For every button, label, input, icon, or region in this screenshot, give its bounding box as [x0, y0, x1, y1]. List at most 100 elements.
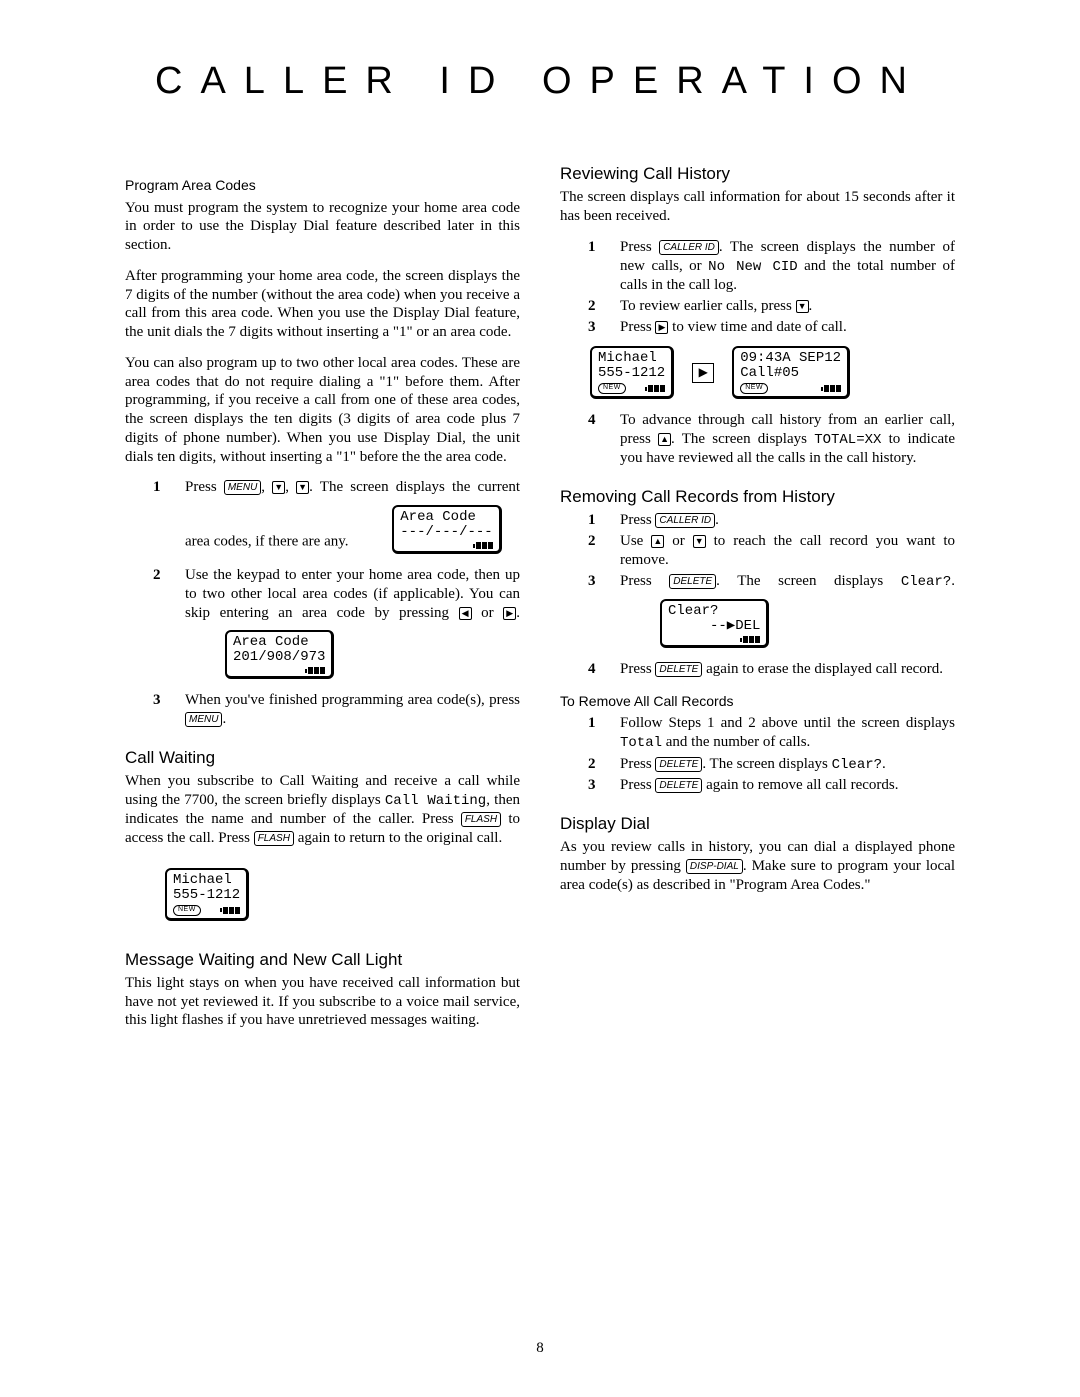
disp-dial-key-icon: DISP-DIAL: [686, 859, 743, 874]
pac-steps: 1 Press MENU, ▼, ▼. The screen displays …: [125, 478, 520, 729]
review-paragraph: The screen displays call information for…: [560, 188, 955, 226]
text: When you've finished programming area co…: [185, 692, 520, 708]
battery-icon: [220, 907, 240, 914]
text: again to return to the original call.: [294, 830, 502, 846]
text: again to erase the displayed call record…: [702, 661, 943, 677]
battery-icon: [740, 636, 760, 643]
heading-reviewing-history: Reviewing Call History: [560, 163, 955, 184]
delete-key-icon: DELETE: [655, 662, 702, 677]
menu-key-icon: MENU: [224, 480, 261, 495]
flash-key-icon: FLASH: [254, 831, 294, 846]
lcd-line: 555-1212: [173, 888, 240, 903]
heading-call-waiting: Call Waiting: [125, 747, 520, 768]
review-steps: 1 Press CALLER ID. The screen displays t…: [560, 238, 955, 337]
text: . The screen displays: [702, 756, 831, 772]
battery-icon: [645, 385, 665, 392]
lcd-review-name: Michael 555-1212 NEW: [590, 346, 674, 399]
text: .: [715, 512, 719, 528]
text: and the number of calls.: [662, 734, 810, 750]
pac-paragraph-1: You must program the system to recognize…: [125, 199, 520, 255]
delete-key-icon: DELETE: [655, 778, 702, 793]
down-arrow-icon: ▼: [796, 300, 809, 313]
lcd-line: 09:43A SEP12: [740, 351, 841, 366]
heading-program-area-codes: Program Area Codes: [125, 177, 520, 195]
heading-removing-records: Removing Call Records from History: [560, 486, 955, 507]
page-number: 8: [0, 1340, 1080, 1357]
lcd-line: Call#05: [740, 366, 841, 381]
lcd-line: Area Code: [233, 635, 325, 650]
remove-step-3: 3 Press DELETE. The screen displays Clea…: [600, 572, 955, 659]
menu-key-icon: MENU: [185, 712, 222, 727]
lcd-line: ---/---/---: [400, 525, 492, 540]
lcd-status-row: [668, 636, 760, 643]
pac-paragraph-3: You can also program up to two other loc…: [125, 354, 520, 467]
remove-all-step-2: 2 Press DELETE. The screen displays Clea…: [600, 755, 955, 775]
right-arrow-icon: ▶: [503, 607, 516, 620]
flash-key-icon: FLASH: [461, 812, 501, 827]
mono-text: TOTAL=XX: [814, 432, 881, 448]
mono-text: Clear?: [901, 574, 951, 590]
page-title: CALLER ID OPERATION: [125, 60, 955, 103]
text: Use: [620, 533, 651, 549]
lcd-line: 201/908/973: [233, 650, 325, 665]
text: ,: [285, 479, 296, 495]
left-arrow-icon: ◀: [459, 607, 472, 620]
call-waiting-paragraph: When you subscribe to Call Waiting and r…: [125, 772, 520, 848]
manual-page: CALLER ID OPERATION Program Area Codes Y…: [0, 0, 1080, 1397]
lcd-clear-prompt: Clear? --▶DEL: [660, 599, 769, 648]
right-column: Reviewing Call History The screen displa…: [560, 163, 955, 1042]
lcd-line: Michael: [598, 351, 665, 366]
right-arrow-icon: ▶: [692, 363, 714, 383]
text: to view time and date of call.: [668, 319, 846, 335]
text: or: [664, 533, 692, 549]
mono-text: Call Waiting: [385, 793, 486, 809]
caller-id-key-icon: CALLER ID: [655, 513, 715, 528]
remove-all-steps: 1 Follow Steps 1 and 2 above until the s…: [560, 714, 955, 795]
up-arrow-icon: ▲: [658, 433, 671, 446]
text: Press: [620, 239, 659, 255]
lcd-line: Clear?: [668, 604, 760, 619]
up-arrow-icon: ▲: [651, 535, 664, 548]
text: Press: [620, 573, 669, 589]
pac-step-3: 3 When you've finished programming area …: [165, 691, 520, 729]
lcd-area-code-empty: Area Code ---/---/---: [392, 505, 501, 554]
text: Press: [620, 756, 655, 772]
text: To review earlier calls, press: [620, 298, 796, 314]
left-column: Program Area Codes You must program the …: [125, 163, 520, 1042]
text: Follow Steps 1 and 2 above until the scr…: [620, 715, 955, 731]
lcd-line: Area Code: [400, 510, 492, 525]
pac-step-2: 2 Use the keypad to enter your home area…: [165, 566, 520, 689]
text: again to remove all call records.: [702, 777, 898, 793]
remove-all-step-1: 1 Follow Steps 1 and 2 above until the s…: [600, 714, 955, 752]
mono-text: Total: [620, 735, 662, 751]
lcd-line: Michael: [173, 873, 240, 888]
lcd-status-row: NEW: [740, 383, 841, 394]
text: . The screen displays: [671, 431, 814, 447]
text: Press: [185, 479, 224, 495]
lcd-status-row: NEW: [598, 383, 665, 394]
text: Press: [620, 777, 655, 793]
lcd-line: --▶DEL: [668, 619, 760, 634]
heading-message-waiting: Message Waiting and New Call Light: [125, 949, 520, 970]
caller-id-key-icon: CALLER ID: [659, 240, 719, 255]
remove-all-step-3: 3 Press DELETE again to remove all call …: [600, 776, 955, 795]
lcd-status-row: NEW: [173, 905, 240, 916]
lcd-status-row: [400, 542, 492, 549]
text: .: [882, 756, 886, 772]
two-column-layout: Program Area Codes You must program the …: [125, 163, 955, 1042]
delete-key-icon: DELETE: [669, 574, 716, 589]
text: ,: [261, 479, 272, 495]
delete-key-icon: DELETE: [655, 757, 702, 772]
new-badge: NEW: [598, 383, 626, 394]
heading-remove-all: To Remove All Call Records: [560, 693, 955, 711]
remove-step-2: 2 Use ▲ or ▼ to reach the call record yo…: [600, 532, 955, 570]
text: .: [516, 605, 520, 621]
text: Press: [620, 512, 655, 528]
down-arrow-icon: ▼: [272, 481, 285, 494]
review-step-2: 2 To review earlier calls, press ▼.: [600, 297, 955, 316]
remove-steps: 1 Press CALLER ID. 2 Use ▲ or ▼ to reach…: [560, 511, 955, 679]
review-step-1: 1 Press CALLER ID. The screen displays t…: [600, 238, 955, 295]
battery-icon: [305, 667, 325, 674]
new-badge: NEW: [173, 905, 201, 916]
pac-step-1: 1 Press MENU, ▼, ▼. The screen displays …: [165, 478, 520, 564]
